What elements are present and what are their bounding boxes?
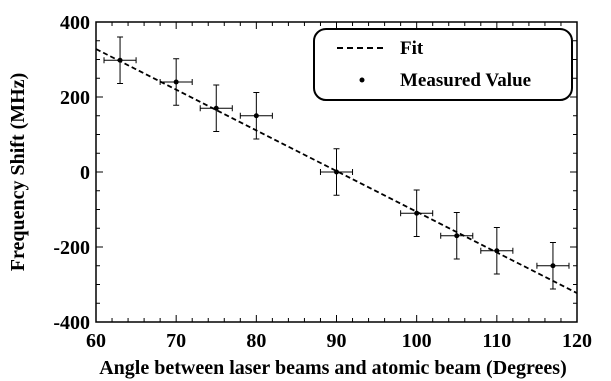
data-point: [334, 169, 339, 175]
plot-area: 60 70 80 90 100 110 120 -400 -200 0 200 400: [53, 12, 592, 352]
x-tick-label: 110: [482, 330, 511, 352]
y-tick-label: 400: [60, 12, 90, 34]
x-tick-label: 60: [86, 330, 106, 352]
y-axis-title: Frequency Shift (MHz): [7, 73, 29, 272]
x-tick-label: 120: [562, 330, 592, 352]
y-tick-label: -200: [53, 237, 90, 259]
data-point: [213, 105, 219, 111]
data-point: [454, 233, 460, 239]
x-tick-label: 80: [246, 330, 266, 352]
y-tick-label: -400: [53, 312, 90, 334]
x-tick-label: 70: [166, 330, 186, 352]
x-tick-label: 90: [327, 330, 347, 352]
legend: Fit Measured Value: [313, 28, 573, 101]
y-tick-label: 200: [60, 87, 90, 109]
data-point: [550, 263, 556, 269]
y-tick-label: 0: [80, 162, 90, 184]
data-point: [117, 57, 123, 63]
legend-measured-swatch: [359, 77, 365, 83]
x-axis-title: Angle between laser beams and atomic bea…: [99, 357, 567, 379]
legend-fit-label: Fit: [400, 38, 424, 59]
data-point: [173, 79, 179, 85]
data-point: [253, 113, 259, 119]
x-tick-label: 100: [402, 330, 432, 352]
legend-measured-label: Measured Value: [400, 70, 531, 91]
data-point: [494, 248, 500, 254]
data-point: [414, 210, 420, 216]
legend-box: [313, 28, 573, 101]
